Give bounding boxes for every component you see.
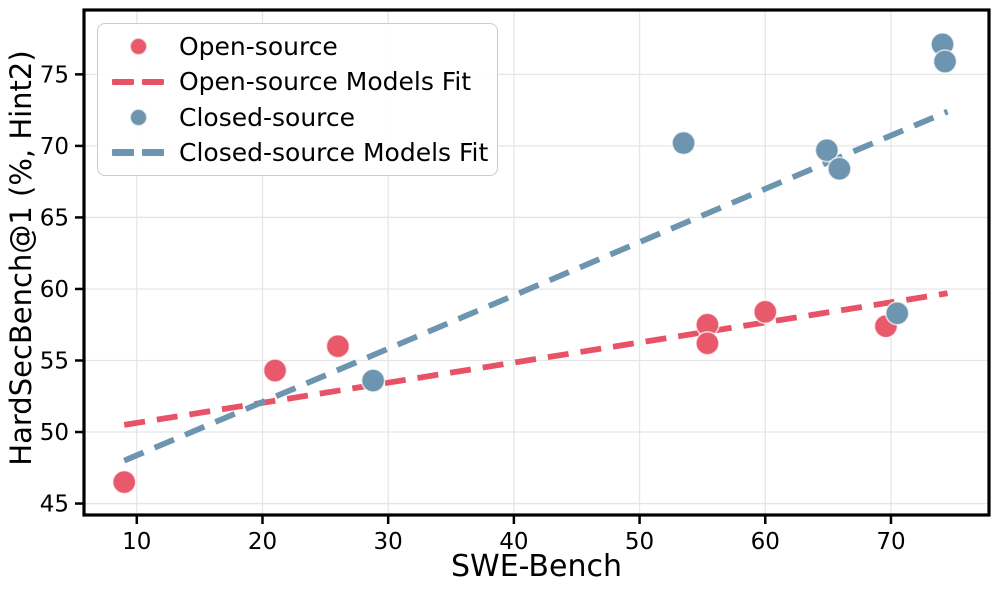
y-tick-label: 55 xyxy=(40,348,69,374)
legend-circle-marker-icon xyxy=(110,38,166,56)
legend-item: Open-source Models Fit xyxy=(110,64,491,99)
legend-item: Open-source xyxy=(110,29,491,64)
legend-dash-marker-icon xyxy=(110,149,166,156)
data-point xyxy=(752,299,778,325)
data-point xyxy=(814,137,840,163)
y-tick-label: 50 xyxy=(40,420,69,446)
plot-border xyxy=(82,8,991,517)
legend-item-label: Closed-source xyxy=(179,102,356,132)
data-point xyxy=(932,49,958,74)
x-tick-label: 40 xyxy=(499,529,528,555)
legend-item: Closed-source Models Fit xyxy=(110,135,491,170)
y-tick-label: 65 xyxy=(40,205,69,231)
x-axis-label: SWE-Bench xyxy=(451,549,622,584)
legend: Open-source Open-source Models Fit Closed-… xyxy=(97,23,498,176)
x-tick-label: 10 xyxy=(122,529,151,555)
x-tick-label: 60 xyxy=(751,529,780,555)
x-tick-label: 30 xyxy=(374,529,403,555)
y-tick-label: 45 xyxy=(40,492,69,518)
x-tick-label: 50 xyxy=(625,529,654,555)
data-point xyxy=(325,333,351,359)
x-tick-label: 70 xyxy=(876,529,905,555)
data-point xyxy=(111,469,137,495)
legend-item-label: Open-source Models Fit xyxy=(179,67,472,97)
legend-item-label: Open-source xyxy=(179,32,338,62)
fit-line xyxy=(123,108,949,464)
legend-circle-marker-icon xyxy=(110,108,166,126)
data-point xyxy=(671,130,696,156)
legend-item-label: Closed-source Models Fit xyxy=(179,137,489,167)
legend-item: Closed-source xyxy=(110,100,491,135)
data-point xyxy=(827,156,852,182)
y-tick-label: 60 xyxy=(40,277,69,303)
data-point xyxy=(695,331,720,356)
y-tick-label: 70 xyxy=(40,134,69,160)
x-tick-label: 20 xyxy=(248,529,277,555)
y-axis-label: HardSecBench@1 (%, Hint2) xyxy=(4,50,38,466)
legend-dash-marker-icon xyxy=(110,78,166,86)
y-tick-label: 75 xyxy=(40,62,69,88)
data-point xyxy=(884,300,910,326)
data-point xyxy=(262,358,288,383)
data-point xyxy=(360,368,386,393)
